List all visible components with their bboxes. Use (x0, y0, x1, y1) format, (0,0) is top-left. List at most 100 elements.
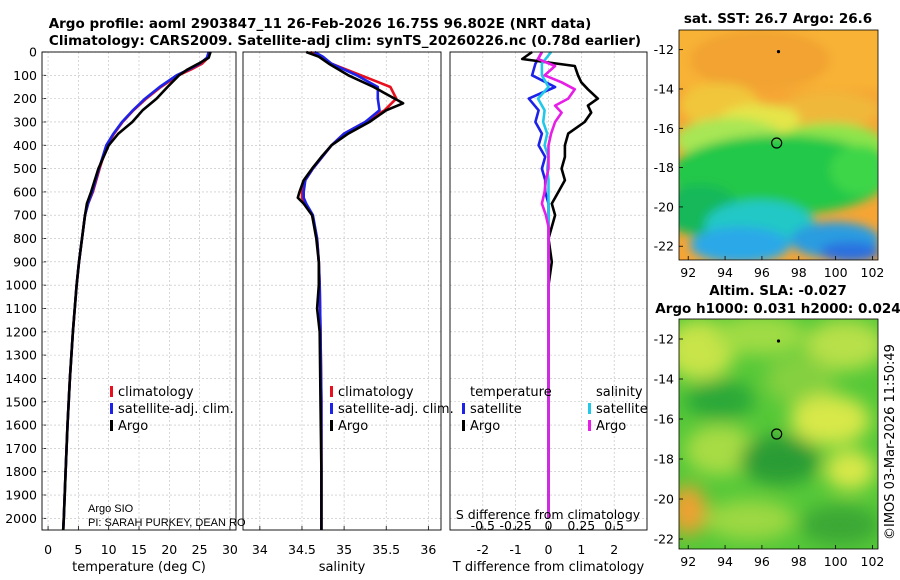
map-y-tick-label: -20 (654, 492, 674, 507)
legend-salt-argo: Argo (596, 419, 626, 434)
x-tick-label: 20 (161, 542, 177, 557)
panel-frame (449, 51, 648, 531)
panel-frame (41, 51, 237, 531)
map-y-tick-label: -12 (654, 332, 674, 347)
x-tick-label: 2 (610, 542, 618, 557)
sst-ticks: 92 94 96 98 100 102 -12 -14 -16 -18 -20 -22 (654, 42, 885, 280)
secondary-x-tick-label: 0 (545, 518, 553, 533)
map-y-tick-label: -14 (654, 81, 674, 96)
map-x-tick-label: 102 (861, 554, 885, 569)
depth-tick-label: 1700 (5, 441, 37, 456)
difference-legend: temperature satellite Argo salinity sate… (462, 385, 648, 434)
legend-swatch-salt-satellite (588, 403, 591, 414)
x-tick-label: 0 (44, 542, 52, 557)
x-tick-label: 34.5 (288, 542, 316, 557)
x-axis-label: temperature (deg C) (72, 560, 206, 575)
legend-satellite-adj: satellite-adj. clim. (338, 402, 454, 417)
sst-map-title: sat. SST: 26.7 Argo: 26.6 (684, 11, 872, 27)
depth-tick-label: 700 (13, 208, 37, 223)
map-x-tick-label: 98 (791, 554, 807, 569)
map-x-tick-label: 100 (824, 265, 848, 280)
legend-climatology: climatology (338, 385, 414, 400)
annotation-argo-sio: Argo SIO (88, 503, 134, 515)
depth-tick-label: 1100 (5, 301, 37, 316)
temperature-annotations: Argo SIO PI: SARAH PURKEY, DEAN RO (88, 503, 246, 529)
depth-tick-label: 1900 (5, 488, 37, 503)
map-y-tick-label: -12 (654, 42, 674, 57)
sla-markers (771, 339, 783, 440)
panel-frame (242, 51, 442, 531)
map-y-tick-label: -20 (654, 199, 674, 214)
depth-tick-label: 600 (13, 184, 37, 199)
legend-satellite-adj: satellite-adj. clim. (118, 402, 234, 417)
depth-tick-label: 1200 (5, 324, 37, 339)
salinity-legend: climatology satellite-adj. clim. Argo (330, 385, 454, 434)
map-x-tick-label: 96 (754, 554, 770, 569)
x-tick-label: 36 (420, 542, 436, 557)
previous-position-marker (776, 50, 781, 54)
series-climatology (61, 51, 211, 531)
imos-credit: ©IMOS 03-Mar-2026 11:50:49 (883, 344, 898, 540)
legend-temperature-title: temperature (470, 385, 552, 400)
x-tick-label: 34 (252, 542, 268, 557)
x-tick-label: 0 (545, 542, 553, 557)
x-tick-label: 5 (74, 542, 82, 557)
map-x-tick-label: 98 (791, 265, 807, 280)
x-tick-label: 35.5 (372, 542, 400, 557)
x-tick-label: -2 (477, 542, 489, 557)
legend-climatology: climatology (118, 385, 194, 400)
sst-map: 92 94 96 98 100 102 -12 -14 -16 -18 -20 -22 (654, 29, 885, 280)
legend-swatch-temp-argo (462, 420, 465, 431)
secondary-x-tick-label: -0.5 (471, 518, 495, 533)
depth-tick-label: 1300 (5, 348, 37, 363)
figure-title-line1: Argo profile: aoml 2903847_11 26-Feb-202… (49, 16, 592, 32)
sla-map-title: Altim. SLA: -0.027 (709, 283, 846, 299)
secondary-x-tick-label: 0.5 (604, 518, 624, 533)
legend-swatch-temp-satellite (462, 403, 465, 414)
depth-tick-label: 1800 (5, 464, 37, 479)
map-y-tick-label: -18 (654, 452, 674, 467)
x-tick-label: 35 (336, 542, 352, 557)
legend-temp-satellite: satellite (470, 402, 522, 417)
x-tick-label: 30 (222, 542, 238, 557)
series-argo (61, 51, 212, 531)
map-y-tick-label: -16 (654, 412, 674, 427)
figure-title-line2: Climatology: CARS2009. Satellite-adj cli… (49, 33, 641, 49)
argo-position-marker (771, 428, 783, 440)
map-x-tick-label: 92 (680, 554, 696, 569)
legend-swatch-satellite (110, 403, 113, 414)
annotation-pi: PI: SARAH PURKEY, DEAN RO (88, 517, 246, 529)
sst-map-frame (678, 29, 879, 261)
map-x-tick-label: 100 (824, 554, 848, 569)
series-argo (296, 50, 405, 530)
depth-tick-label: 0 (29, 45, 37, 60)
depth-tick-label: 300 (13, 114, 37, 129)
previous-position-marker (776, 339, 781, 343)
depth-tick-label: 400 (13, 138, 37, 153)
map-y-tick-label: -18 (654, 160, 674, 175)
sla-map-frame (678, 318, 879, 550)
series-climatology (300, 50, 398, 530)
map-x-tick-label: 102 (861, 265, 885, 280)
x-tick-label: 10 (101, 542, 117, 557)
map-x-tick-label: 94 (717, 554, 733, 569)
series-satellite-adj-clim- (61, 51, 210, 531)
secondary-x-tick-label: -0.25 (499, 518, 531, 533)
argo-position-marker (771, 137, 783, 149)
x-axis-label: T difference from climatology (452, 560, 645, 575)
x-tick-label: 25 (192, 542, 208, 557)
x-axis-label: salinity (319, 560, 366, 575)
legend-argo: Argo (338, 419, 368, 434)
x-tick-label: 15 (131, 542, 147, 557)
depth-tick-label: 800 (13, 231, 37, 246)
sla-map-subtitle: Argo h1000: 0.031 h2000: 0.024 (655, 301, 900, 317)
temperature-panel: 0 5 10 15 20 25 30 temperature (deg C) (41, 51, 238, 575)
salinity-panel: 34 34.5 35 35.5 36 salinity (242, 50, 442, 575)
legend-swatch-argo (330, 420, 333, 431)
depth-tick-label: 900 (13, 254, 37, 269)
x-tick-label: -1 (509, 542, 521, 557)
map-y-tick-label: -16 (654, 121, 674, 136)
depth-tick-label: 1400 (5, 371, 37, 386)
depth-tick-label: 1000 (5, 278, 37, 293)
map-x-tick-label: 94 (717, 265, 733, 280)
